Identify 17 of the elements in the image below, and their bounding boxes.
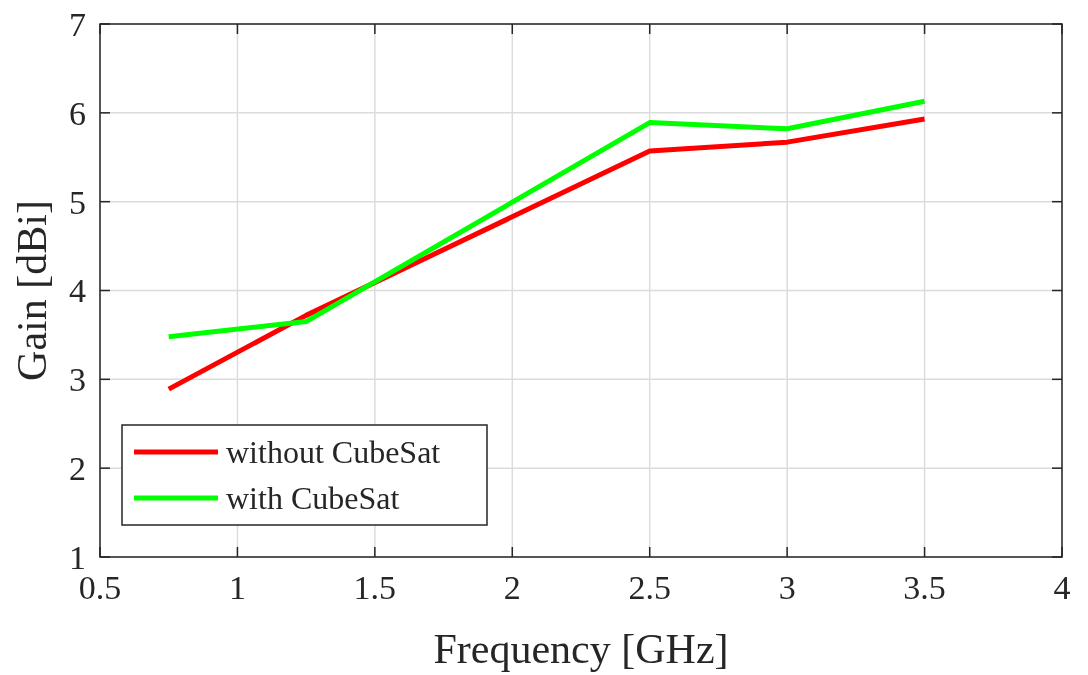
x-tick-label: 2.5 <box>628 569 671 606</box>
y-tick-label: 4 <box>69 272 86 310</box>
x-tick-label: 3.5 <box>903 569 946 606</box>
x-tick-label: 1 <box>228 569 246 606</box>
x-tick-label: 1.5 <box>353 569 397 606</box>
legend-label: without CubeSat <box>226 434 441 471</box>
y-tick-label: 5 <box>69 183 86 221</box>
y-tick-label: 3 <box>69 361 86 399</box>
y-tick-label: 6 <box>69 94 86 132</box>
y-tick-label: 7 <box>69 5 86 43</box>
y-axis-title: Gain [dBi] <box>9 200 55 381</box>
x-tick-label: 3 <box>778 569 796 606</box>
x-tick-label: 4 <box>1053 569 1071 606</box>
x-tick-label: 2 <box>503 569 521 606</box>
legend-label: with CubeSat <box>226 480 400 517</box>
y-tick-label: 2 <box>69 450 86 488</box>
x-axis-title: Frequency [GHz] <box>433 626 729 672</box>
